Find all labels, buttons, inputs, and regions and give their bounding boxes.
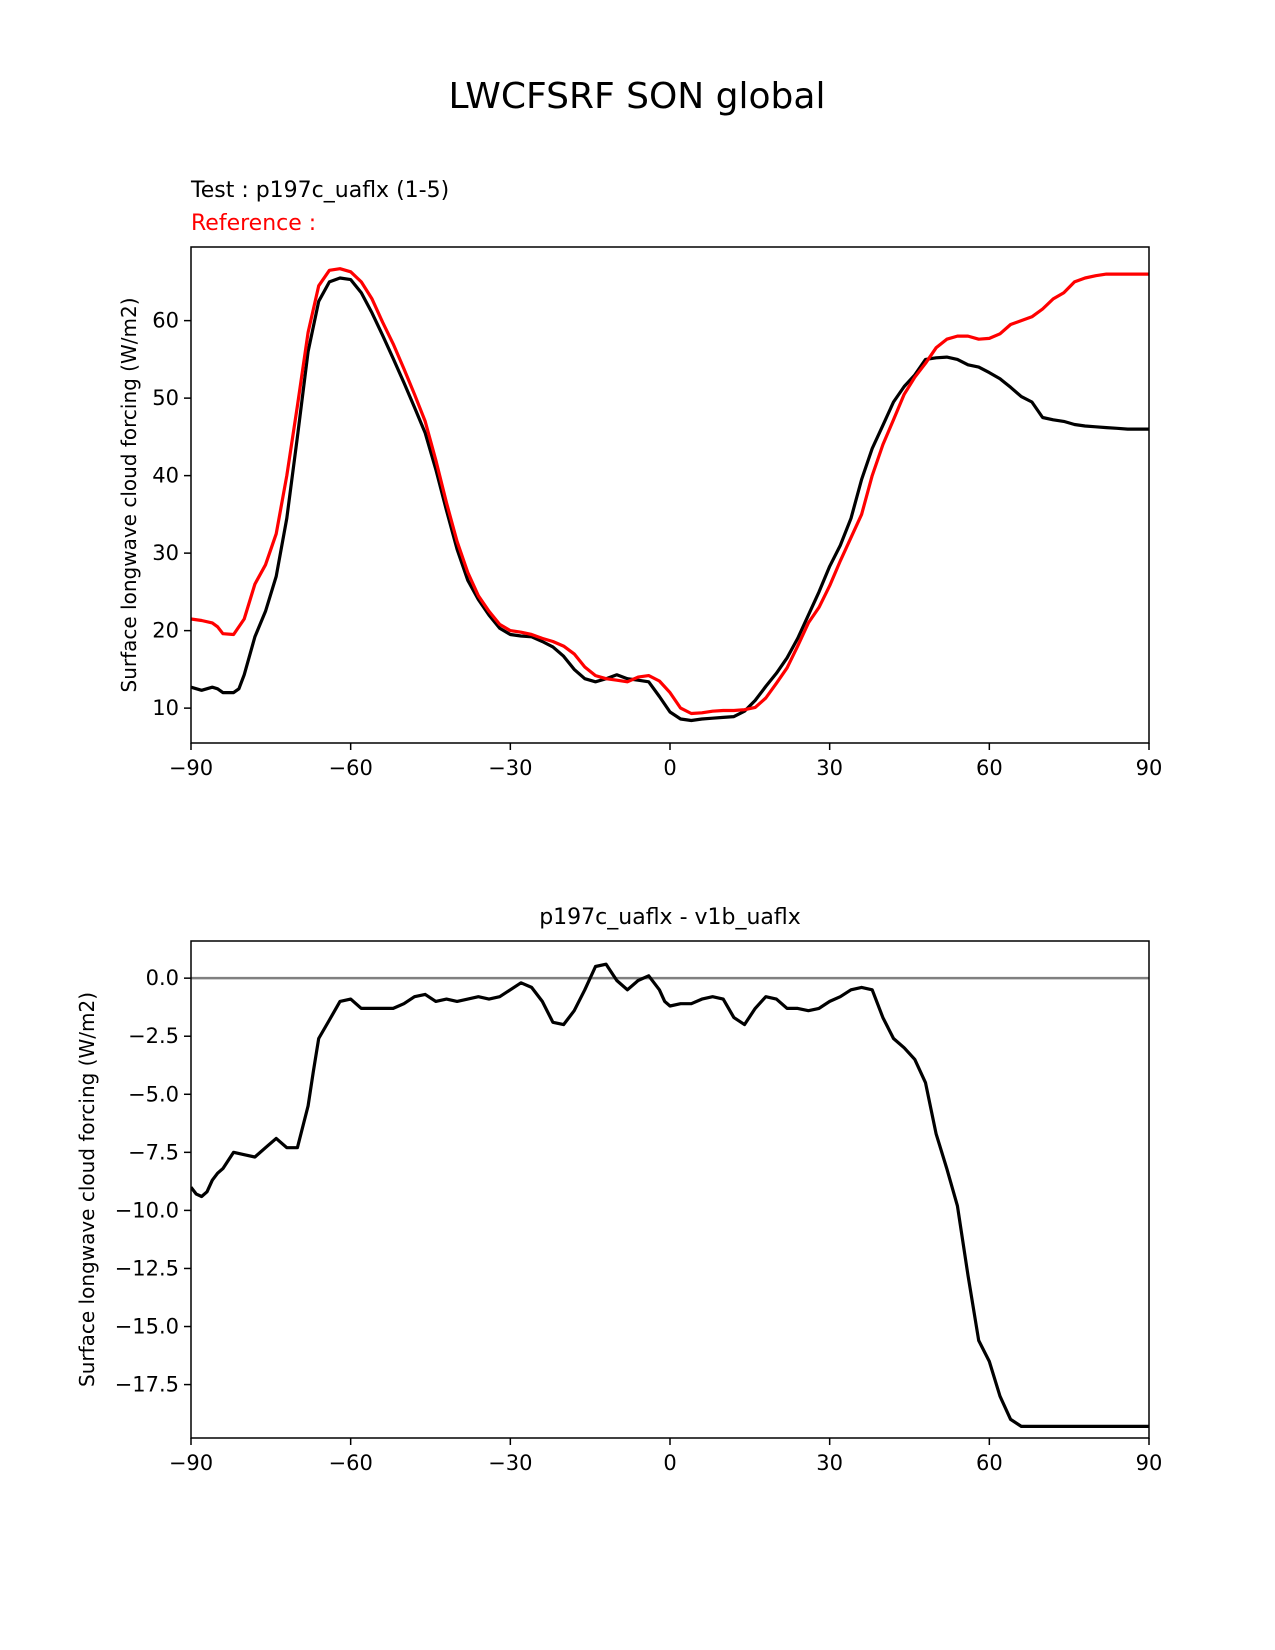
plot-frame bbox=[190, 940, 1150, 1439]
figure-title: LWCFSRF SON global bbox=[449, 76, 826, 117]
plot-frame bbox=[190, 246, 1150, 744]
x-tick-label: −30 bbox=[488, 1451, 532, 1475]
x-tick-label: 0 bbox=[663, 756, 676, 780]
x-tick-label: 30 bbox=[816, 756, 843, 780]
y-tick-label: −2.5 bbox=[128, 1024, 179, 1048]
y-tick-label: −17.5 bbox=[115, 1373, 179, 1397]
test-label: Test : p197c_uaflx (1-5) bbox=[190, 178, 449, 203]
top-panel: −90 −60 −30 0 30 60 90 10 20 30 40 50 60 Surface long… bbox=[117, 246, 1163, 780]
x-tick-label: −90 bbox=[169, 1451, 213, 1475]
y-tick-label: 20 bbox=[152, 619, 179, 643]
diff-panel: −90 −60 −30 0 30 60 90 0.0 −2.5 −5.0 −7.5 −10.0 −12.… bbox=[75, 940, 1163, 1475]
diff-plot-title: p197c_uaflx - v1b_uaflx bbox=[539, 905, 801, 930]
reference-label: Reference : bbox=[191, 211, 316, 236]
y-axis-label: Surface longwave cloud forcing (W/m2) bbox=[117, 297, 141, 692]
x-tick-label: 90 bbox=[1136, 756, 1163, 780]
x-tick-label: −60 bbox=[329, 756, 373, 780]
series-line-primary bbox=[191, 276, 1149, 723]
y-tick-label: −15.0 bbox=[115, 1315, 179, 1339]
y-tick-label: 0.0 bbox=[146, 966, 179, 990]
y-tick-label: −12.5 bbox=[115, 1256, 179, 1280]
y-tick-label: 40 bbox=[152, 464, 179, 488]
y-tick-label: 30 bbox=[152, 541, 179, 565]
x-tick-label: −30 bbox=[488, 756, 532, 780]
x-tick-label: −90 bbox=[169, 756, 213, 780]
y-tick-label: 50 bbox=[152, 386, 179, 410]
x-tick-label: −60 bbox=[329, 1451, 373, 1475]
y-tick-label: 10 bbox=[152, 696, 179, 720]
x-tick-label: 90 bbox=[1136, 1451, 1163, 1475]
y-tick-label: 60 bbox=[152, 309, 179, 333]
y-axis-label: Surface longwave cloud forcing (W/m2) bbox=[75, 992, 99, 1387]
y-tick-label: −5.0 bbox=[128, 1082, 179, 1106]
x-tick-label: 60 bbox=[976, 756, 1003, 780]
x-tick-label: 0 bbox=[663, 1451, 676, 1475]
y-tick-label: −10.0 bbox=[115, 1198, 179, 1222]
y-tick-label: −7.5 bbox=[128, 1140, 179, 1164]
x-tick-label: 60 bbox=[976, 1451, 1003, 1475]
x-tick-label: 30 bbox=[816, 1451, 843, 1475]
series-line-primary bbox=[191, 962, 1149, 1429]
series-line-secondary bbox=[191, 267, 1149, 716]
